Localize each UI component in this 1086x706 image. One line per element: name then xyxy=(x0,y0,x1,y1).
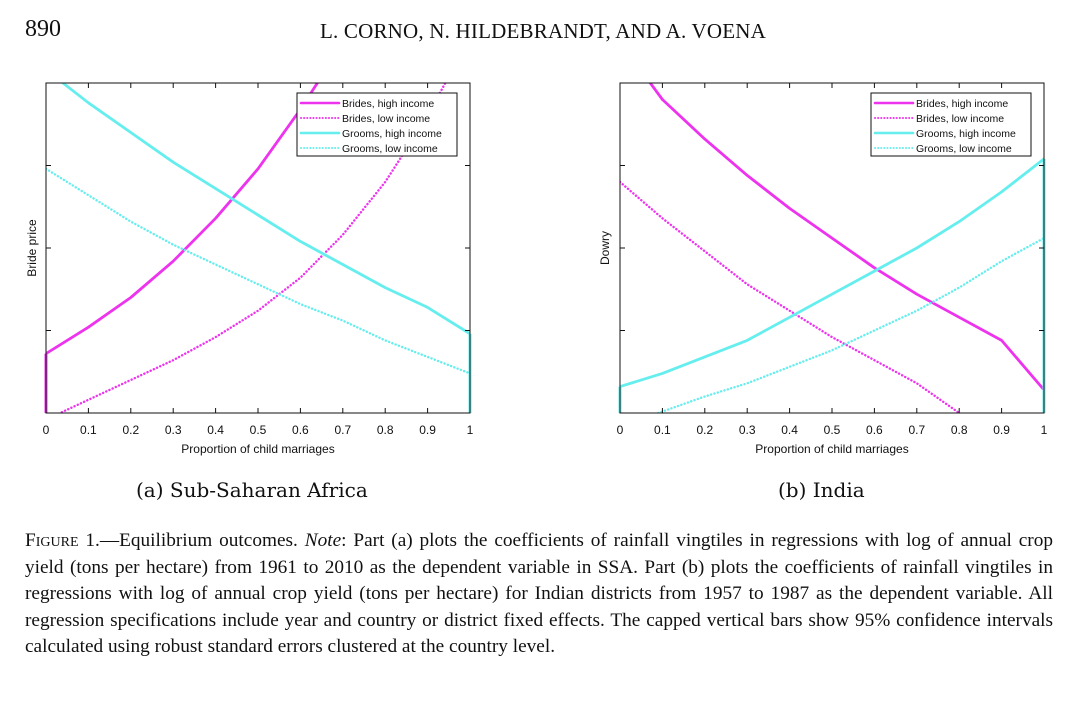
legend-entry: Brides, high income xyxy=(916,98,1008,110)
x-axis-label: Proportion of child marriages xyxy=(181,442,334,456)
figure-title: .—Equilibrium outcomes. xyxy=(95,530,305,551)
x-tick-label: 0.2 xyxy=(122,423,139,437)
series-line-brides-high-income xyxy=(46,83,320,356)
series-line-brides-low-income xyxy=(620,180,961,413)
legend-entry: Grooms, high income xyxy=(342,128,442,140)
figure-label: Figure 1 xyxy=(25,530,95,551)
y-axis-label: Bride price xyxy=(25,219,39,277)
x-tick-label: 0.7 xyxy=(908,423,925,437)
x-tick-label: 0.5 xyxy=(250,423,267,437)
x-tick-label: 0.1 xyxy=(654,423,671,437)
legend: Brides, high income Brides, low income Gro… xyxy=(296,92,458,157)
x-tick-label: 0.9 xyxy=(419,423,436,437)
x-tick-label: 1 xyxy=(1041,423,1048,437)
running-head: L. CORNO, N. HILDEBRANDT, AND A. VOENA xyxy=(319,19,767,43)
note-label: Note xyxy=(304,530,342,551)
page-number: 890 xyxy=(25,16,61,42)
panel-b: 0 0.1 0.2 0.3 0.4 0.5 0.6 0.7 0.8 0.9 1 Proportion … xyxy=(598,82,1048,456)
series-line-grooms-high-income xyxy=(61,83,470,336)
x-tick-label: 0.3 xyxy=(165,423,182,437)
y-axis-label: Dowry xyxy=(598,231,612,265)
x-tick-label: 0 xyxy=(43,423,50,437)
series-line-brides-low-income xyxy=(57,83,447,413)
series-group xyxy=(46,83,470,413)
legend-entry: Grooms, low income xyxy=(342,143,438,155)
x-tick-label: 0.4 xyxy=(207,423,224,437)
caption-text: : Part (a) plots the coefficients of rai… xyxy=(25,530,1053,657)
x-tick-label: 0.6 xyxy=(292,423,309,437)
x-tick-label: 0.8 xyxy=(951,423,968,437)
series-line-brides-high-income xyxy=(648,83,1044,392)
x-tick-label: 0.4 xyxy=(781,423,798,437)
legend-entry: Grooms, low income xyxy=(916,143,1012,155)
x-tick-label: 0.8 xyxy=(377,423,394,437)
series-group xyxy=(620,83,1044,413)
subcaption-a: (a) Sub-Saharan Africa xyxy=(136,478,368,502)
subcaption-b: (b) India xyxy=(778,478,865,502)
x-axis-label: Proportion of child marriages xyxy=(755,442,908,456)
legend-entry: Brides, low income xyxy=(916,113,1004,125)
series-line-grooms-low-income xyxy=(46,167,470,375)
series-line-grooms-high-income xyxy=(620,157,1044,389)
x-tick-label: 0.7 xyxy=(334,423,351,437)
legend-entry: Grooms, high income xyxy=(916,128,1016,140)
legend-entry: Brides, low income xyxy=(342,113,430,125)
x-tick-label: 0.1 xyxy=(80,423,97,437)
legend: Brides, high income Brides, low income Gro… xyxy=(870,92,1032,157)
x-tick-label: 0.9 xyxy=(993,423,1010,437)
figure-caption: Figure 1.—Equilibrium outcomes. Note: Pa… xyxy=(25,528,1053,661)
x-tick-label: 0 xyxy=(617,423,624,437)
x-tick-label: 1 xyxy=(467,423,474,437)
x-tick-label: 0.5 xyxy=(824,423,841,437)
legend-entry: Brides, high income xyxy=(342,98,434,110)
series-line-grooms-low-income xyxy=(657,236,1044,413)
x-tick-label: 0.3 xyxy=(739,423,756,437)
panel-a: 0 0.1 0.2 0.3 0.4 0.5 0.6 0.7 0.8 0.9 1 Proportion … xyxy=(25,82,474,456)
x-tick-label: 0.2 xyxy=(696,423,713,437)
x-tick-label: 0.6 xyxy=(866,423,883,437)
